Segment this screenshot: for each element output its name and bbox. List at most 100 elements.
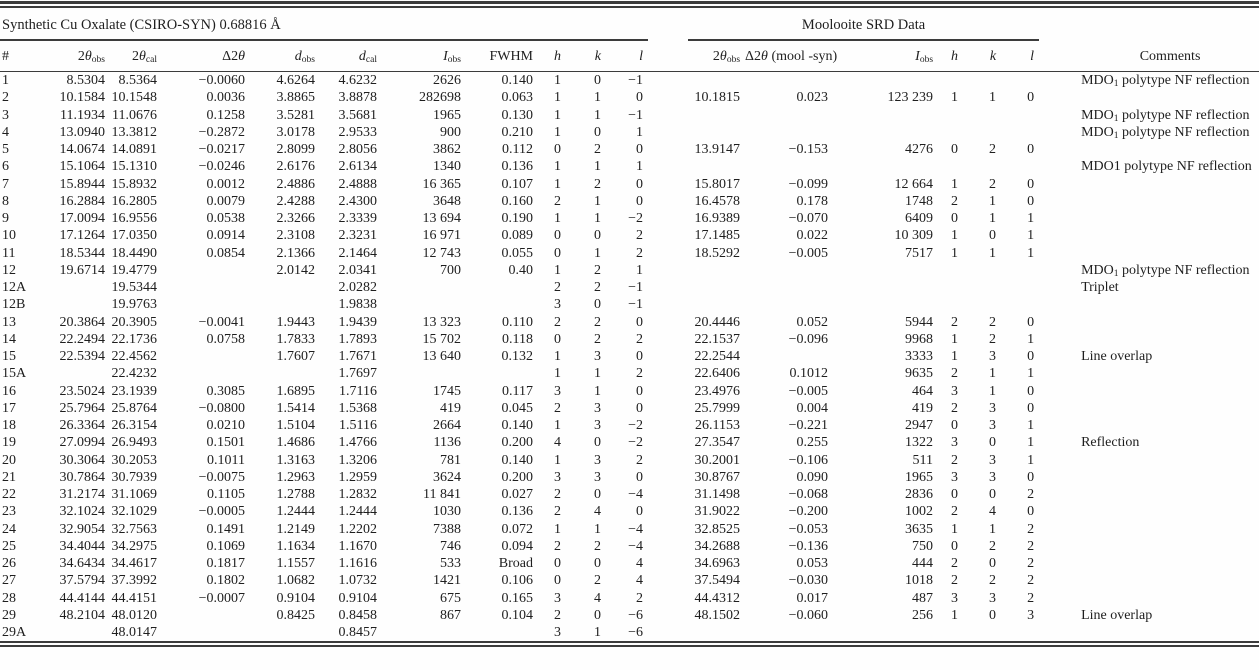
header-col-2theta-obs: 2θobs [48, 41, 110, 72]
cell-col-fwhm: 0.140 [501, 418, 534, 433]
cell-col-mool-h: 2 [951, 556, 959, 571]
cell-col-mool-i-obs: 487 [912, 590, 934, 606]
cell-col-mool-delta-2theta: 0.255 [796, 435, 829, 451]
table-row: 24 32.9054 32.7563 0.1491 1.2149 1.2202 7388 0.… [0, 521, 1259, 538]
cell-col-h: 2 [554, 314, 561, 330]
cell-col-k: 2 [594, 176, 601, 192]
cell-col-comments [1039, 331, 1259, 348]
cell-col-2theta-cal: 11.0676 [112, 107, 157, 123]
cell-col-d-cal: 3.8878 [338, 90, 378, 106]
cell-col-l: −1 [628, 297, 644, 313]
cell-col-mool-h [938, 107, 963, 124]
header-col-mool-i-obs: Iobs [833, 41, 939, 72]
cell-col-h: 1 [554, 211, 561, 226]
table-row: 25 34.4044 34.2975 0.1069 1.1634 1.1670 746 0.0… [0, 538, 1259, 555]
cell-col-delta-2theta: 0.0538 [206, 211, 246, 226]
cell-col-2theta-cal: 25.8764 [111, 400, 158, 416]
cell-col-mool-h [938, 72, 963, 90]
cell-col-mool-i-obs: 1322 [905, 435, 934, 451]
cell-col-h: 1 [554, 262, 561, 278]
cell-col-d-cal: 1.5368 [338, 400, 378, 416]
cell-col-mool-k: 2 [989, 142, 997, 157]
cell-col-number: 25 [2, 538, 16, 554]
cell-col-delta-2theta [162, 279, 250, 296]
cell-col-mool-2theta-obs [648, 158, 745, 175]
cell-col-i-obs: 1340 [433, 159, 461, 175]
cell-col-k: 2 [594, 262, 601, 278]
cell-col-delta-2theta [162, 262, 250, 279]
cell-col-comments: Triplet [1081, 280, 1119, 295]
cell-col-2theta-obs: 37.5794 [59, 573, 106, 589]
table-row: 20 30.3064 30.2053 0.1011 1.3163 1.3206 781 0.1… [0, 452, 1259, 469]
cell-col-d-obs: 4.6264 [276, 73, 316, 88]
cell-col-mool-k [963, 624, 1001, 641]
cell-col-delta-2theta: −0.0005 [198, 504, 245, 520]
cell-col-2theta-obs: 27.0994 [59, 435, 106, 451]
cell-col-mool-h: 1 [951, 90, 959, 106]
cell-col-mool-i-obs: 750 [912, 538, 934, 554]
cell-col-comments [1039, 210, 1259, 227]
cell-col-fwhm: 0.118 [502, 331, 533, 347]
cell-col-comments [1039, 176, 1259, 193]
cell-col-mool-i-obs [833, 624, 938, 641]
cell-col-d-obs: 1.2963 [276, 469, 316, 485]
cell-col-h: 1 [554, 107, 561, 123]
cell-col-mool-l: 1 [1027, 452, 1035, 468]
cell-col-d-obs [250, 279, 320, 296]
table-row: 9 17.0094 16.9556 0.0538 2.3266 2.3339 13 694 0… [0, 210, 1259, 227]
cell-col-mool-2theta-obs [648, 279, 745, 296]
cell-col-mool-h: 2 [951, 314, 959, 330]
cell-col-mool-k: 1 [989, 521, 997, 537]
cell-col-fwhm: 0.094 [501, 538, 534, 554]
cell-col-mool-h: 1 [951, 607, 959, 623]
cell-col-k: 0 [594, 435, 601, 451]
cell-col-d-cal: 1.1670 [338, 538, 378, 554]
cell-col-l: 2 [636, 245, 644, 261]
cell-col-number: 10 [2, 228, 16, 244]
cell-col-l: −1 [628, 107, 644, 123]
cell-col-number: 9 [2, 211, 9, 226]
header-col-mool-k: k [963, 41, 1002, 72]
table-row: 18 26.3364 26.3154 0.0210 1.5104 1.5116 2664 0.… [0, 417, 1259, 434]
cell-col-mool-l [1001, 279, 1039, 296]
cell-col-mool-delta-2theta: −0.070 [788, 211, 829, 226]
cell-col-fwhm [466, 365, 538, 382]
cell-col-h: 2 [554, 504, 561, 520]
cell-col-fwhm: 0.210 [501, 124, 534, 140]
cell-col-number: 16 [2, 383, 16, 399]
cell-col-2theta-cal: 22.1736 [111, 331, 158, 347]
cell-col-mool-h: 1 [951, 176, 959, 192]
cell-col-mool-2theta-obs [648, 107, 745, 124]
diffraction-data-table: Synthetic Cu Oxalate (CSIRO-SYN) 0.68816… [0, 8, 1259, 641]
table-row: 14 22.2494 22.1736 0.0758 1.7833 1.7893 15 702… [0, 331, 1259, 348]
cell-col-fwhm: 0.112 [502, 142, 533, 157]
cell-col-mool-delta-2theta: 0.017 [796, 590, 829, 606]
cell-col-2theta-obs: 15.1064 [59, 159, 106, 175]
cell-col-mool-2theta-obs [648, 624, 745, 641]
cell-col-i-obs: 15 702 [422, 331, 462, 347]
cell-col-d-cal: 2.1464 [338, 245, 378, 261]
cell-col-fwhm: 0.140 [501, 73, 534, 88]
cell-col-2theta-obs: 30.7864 [59, 469, 106, 485]
cell-col-number: 29 [2, 607, 16, 623]
cell-col-d-obs: 3.0178 [276, 124, 316, 140]
cell-col-l: −6 [628, 625, 644, 640]
table-row: 26 34.6434 34.4617 0.1817 1.1557 1.1616 533 Bro… [0, 555, 1259, 572]
cell-col-k: 2 [594, 142, 601, 157]
cell-col-2theta-cal: 31.1069 [111, 487, 158, 502]
cell-col-2theta-obs: 32.1024 [59, 504, 106, 520]
table-row: 3 11.1934 11.0676 0.1258 3.5281 3.5681 1965 0.1… [0, 107, 1259, 124]
cell-col-mool-l: 2 [1027, 573, 1035, 589]
cell-col-mool-2theta-obs: 23.4976 [694, 383, 741, 399]
cell-col-2theta-cal: 15.8932 [111, 176, 158, 192]
cell-col-d-cal: 3.5681 [338, 107, 378, 123]
cell-col-mool-delta-2theta: −0.200 [788, 504, 829, 520]
cell-col-mool-k: 2 [989, 314, 997, 330]
cell-col-l: 0 [636, 314, 644, 330]
header-col-mool-delta-2theta: Δ2θ (mool -syn) [745, 41, 837, 72]
cell-col-d-obs: 1.2444 [276, 504, 316, 520]
cell-col-2theta-cal: 16.9556 [111, 211, 158, 226]
cell-col-d-cal: 1.2202 [338, 521, 378, 537]
cell-col-number: 15 [2, 349, 16, 364]
cell-col-number: 7 [2, 176, 9, 192]
